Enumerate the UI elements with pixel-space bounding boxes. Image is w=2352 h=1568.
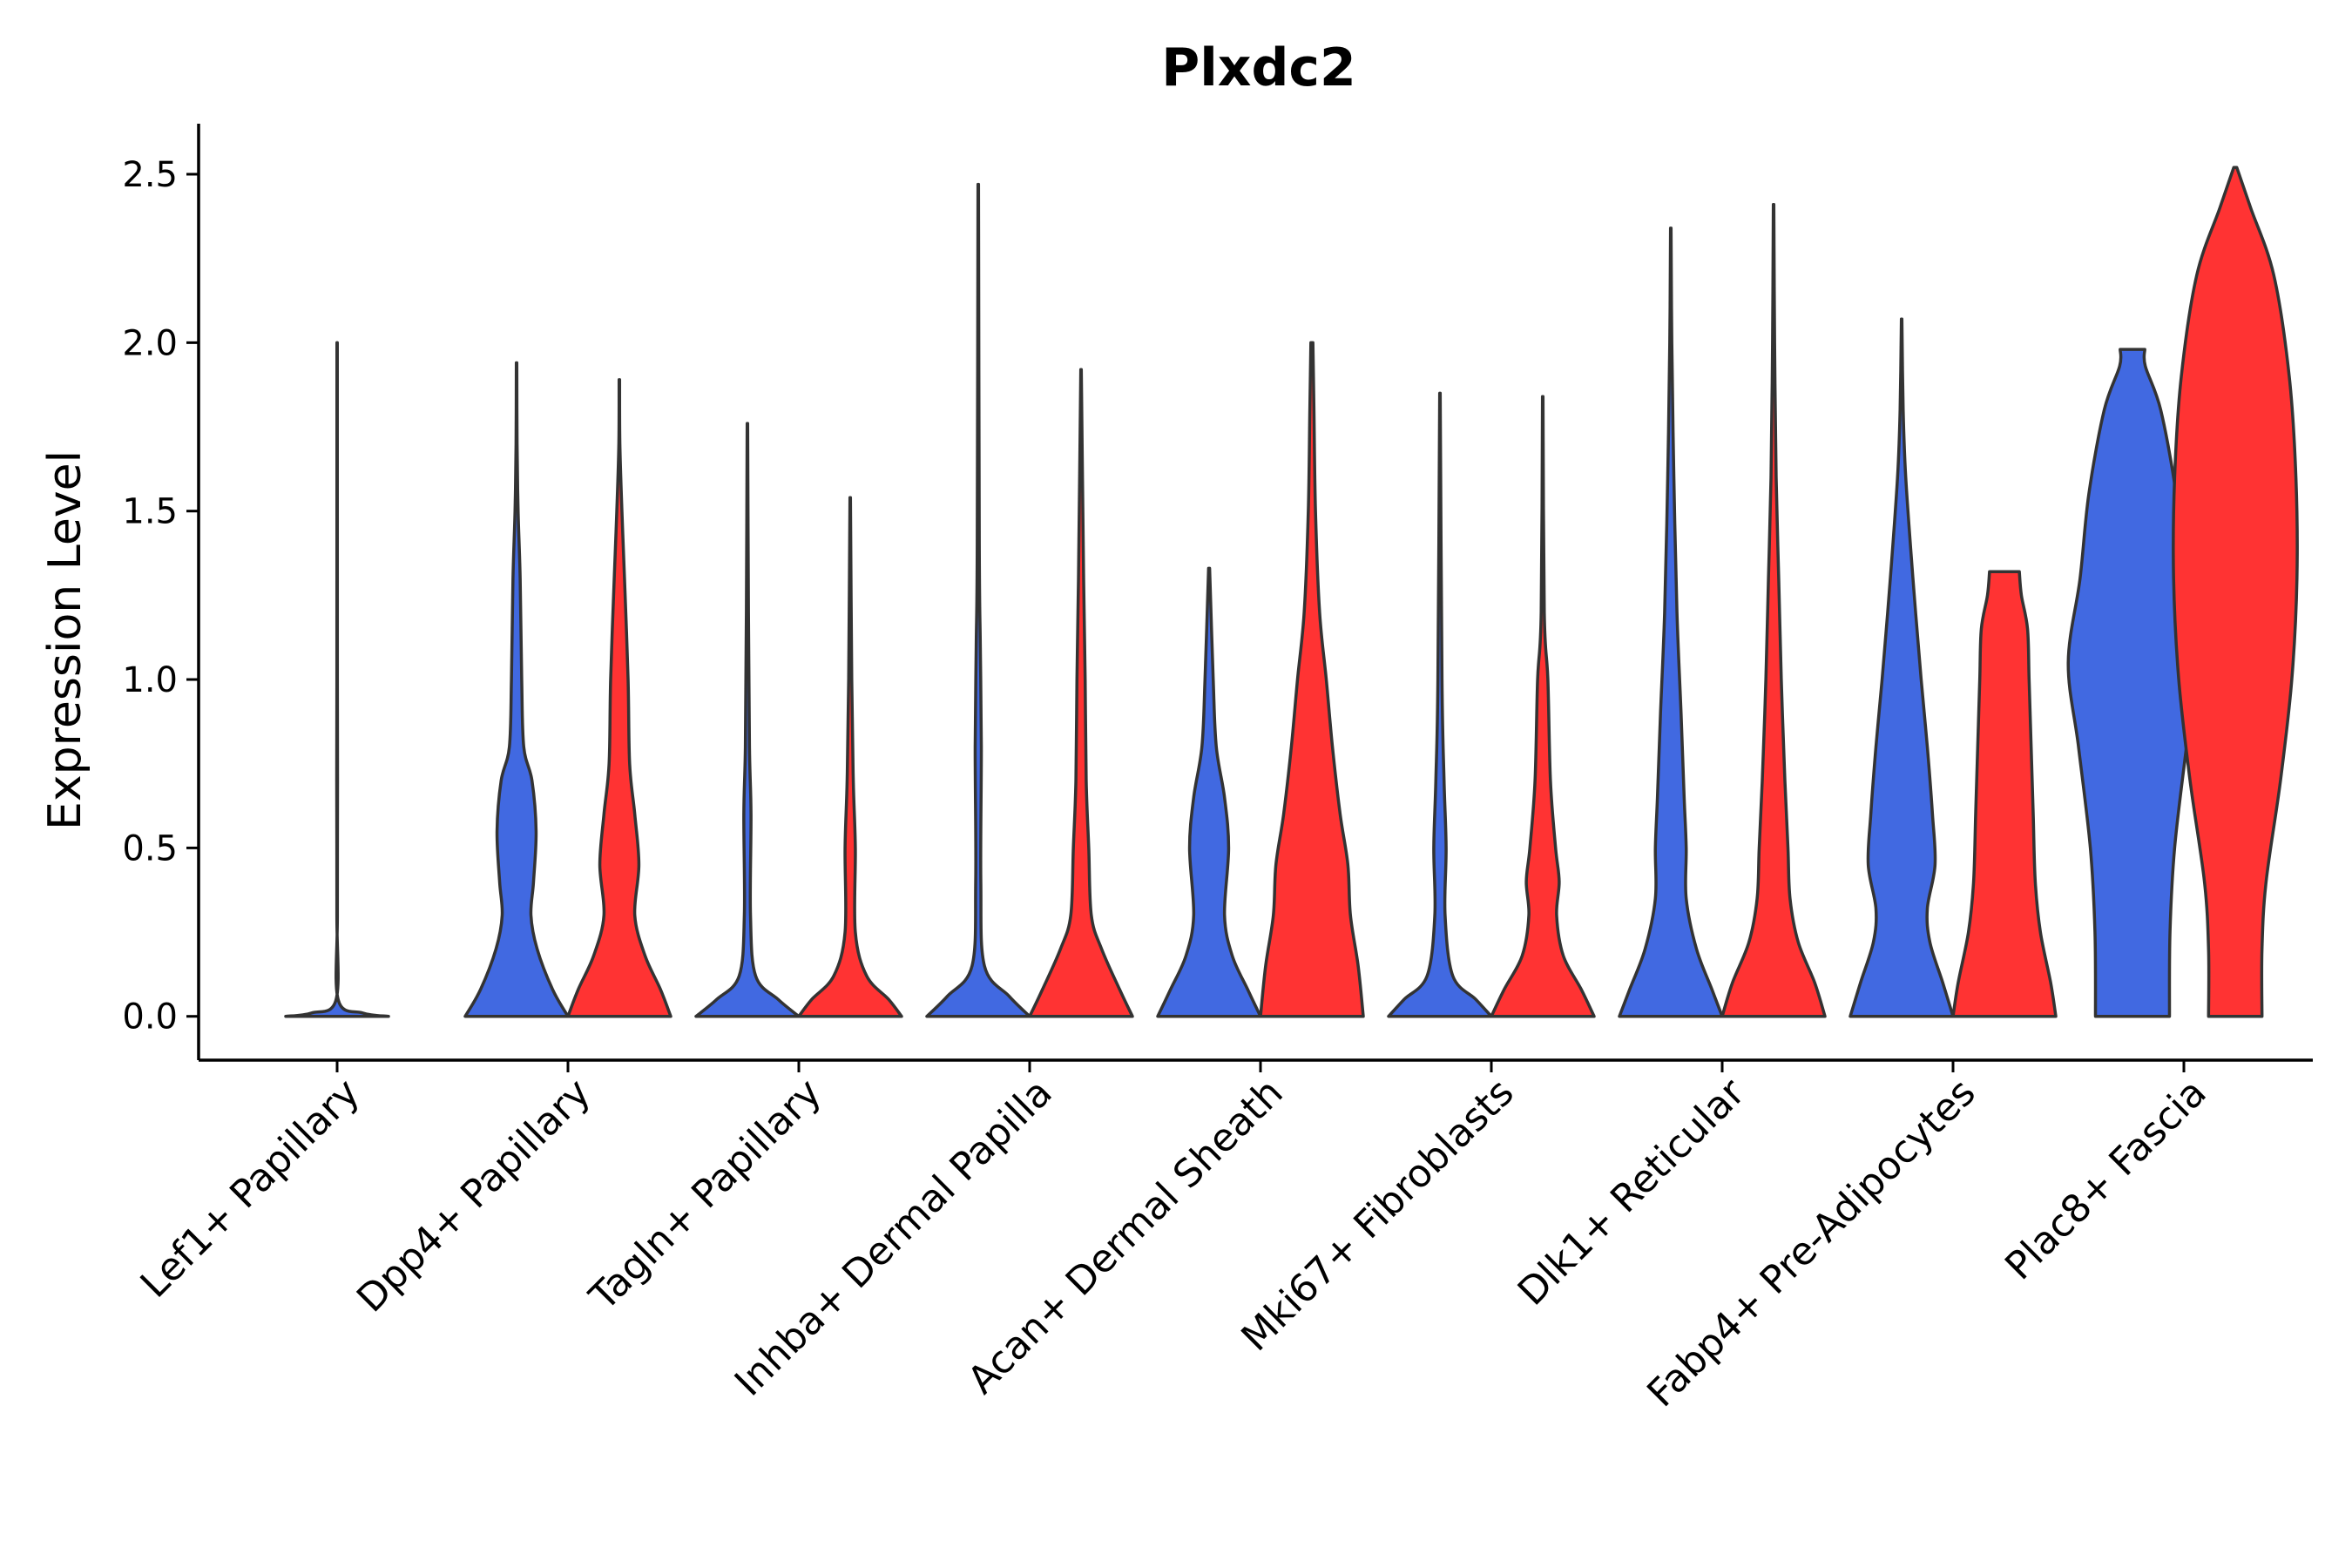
y-axis-label: Expression Level xyxy=(39,450,91,830)
x-tick-label: Dpp4+ Papillary xyxy=(348,1071,599,1321)
violin-group-1-4 xyxy=(1156,566,1262,1018)
violin-group-1-5 xyxy=(1387,391,1493,1018)
violin-layer xyxy=(284,166,2299,1018)
y-tick-label: 2.0 xyxy=(122,323,178,363)
axes xyxy=(197,124,2313,1062)
violin-group-2-4 xyxy=(1259,341,1365,1018)
y-tick-label: 2.5 xyxy=(122,155,178,195)
x-tick-label: Dlk1+ Reticular xyxy=(1510,1070,1754,1315)
x-tick-label: Lef1+ Papillary xyxy=(132,1071,368,1307)
violin-group-2-8 xyxy=(2172,166,2299,1018)
chart-title: Plxdc2 xyxy=(1161,37,1356,98)
violin-group-1-2 xyxy=(694,422,801,1018)
y-tick-label: 0.5 xyxy=(122,828,178,868)
x-tick-label: Plac8+ Fascia xyxy=(1997,1071,2215,1289)
violin-group-1-3 xyxy=(925,182,1031,1018)
y-tick-label: 1.5 xyxy=(122,492,178,532)
violin-group-2-3 xyxy=(1028,368,1134,1018)
y-tick-label: 1.0 xyxy=(122,660,178,700)
violin-group-2-5 xyxy=(1490,395,1596,1018)
violin-group-2-6 xyxy=(1720,203,1827,1018)
violin-group-1-0 xyxy=(284,341,390,1018)
violin-group-1-7 xyxy=(1848,317,1955,1018)
violin-group-2-7 xyxy=(1951,570,2058,1018)
violin-group-1-6 xyxy=(1618,226,1724,1018)
y-axis-ticks: 0.0 0.5 1.0 1.5 2.0 2.5 xyxy=(122,155,199,1037)
x-tick-label: Tagln+ Papillary xyxy=(581,1071,830,1320)
y-tick-label: 0.0 xyxy=(122,997,178,1037)
violin-group-1-1 xyxy=(463,361,570,1018)
violin-group-2-1 xyxy=(566,378,672,1018)
violin-group-2-2 xyxy=(797,496,903,1018)
